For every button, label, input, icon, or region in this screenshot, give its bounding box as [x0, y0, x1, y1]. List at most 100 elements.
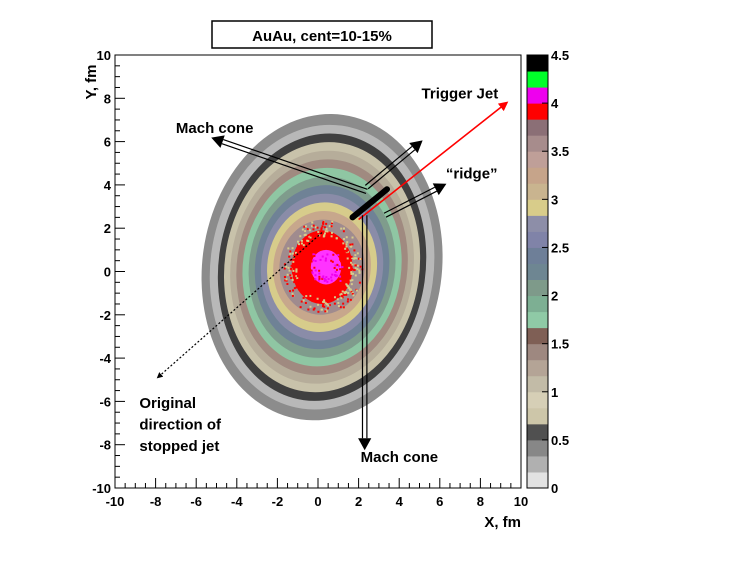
- noise-pixel: [321, 277, 324, 280]
- axes: -10 -8 -6 -4 -2 0 2 4 6 8 10 -10 -8 -6 -4 -2 0 2 4 6 8 10: [92, 48, 528, 509]
- noise-pixel: [325, 310, 328, 313]
- noise-pixel: [342, 302, 345, 305]
- noise-pixel: [322, 300, 325, 303]
- noise-pixel: [321, 225, 324, 228]
- noise-pixel: [317, 279, 320, 282]
- noise-pixel: [312, 308, 315, 311]
- noise-pixel: [322, 235, 325, 238]
- x-tick-label: 0: [314, 494, 321, 509]
- colorbar-segment: [527, 359, 548, 377]
- noise-pixel: [334, 270, 337, 273]
- noise-pixel: [330, 235, 333, 238]
- noise-pixel: [288, 255, 291, 258]
- noise-pixel: [346, 300, 349, 303]
- noise-pixel: [332, 253, 335, 256]
- noise-pixel: [328, 232, 331, 235]
- annotation-label: Original: [139, 395, 196, 412]
- colorbar-segment: [527, 391, 548, 409]
- noise-pixel: [350, 290, 353, 293]
- noise-pixel: [317, 310, 320, 313]
- noise-pixel: [351, 263, 354, 266]
- noise-pixel: [341, 266, 344, 269]
- noise-pixel: [325, 227, 328, 230]
- colorbar-tick-label: 1: [551, 385, 558, 400]
- noise-pixel: [350, 244, 353, 247]
- noise-pixel: [289, 250, 292, 253]
- noise-pixel: [311, 271, 314, 274]
- noise-pixel: [300, 242, 303, 245]
- colorbar-segment: [527, 135, 548, 152]
- colorbar-segment: [527, 87, 548, 104]
- noise-pixel: [330, 276, 333, 279]
- noise-pixel: [352, 272, 355, 275]
- mach-cone-upper-arrow-inner: [221, 143, 367, 195]
- y-tick-label: -4: [99, 351, 111, 366]
- annotation-label: Mach cone: [361, 449, 439, 466]
- noise-pixel: [295, 265, 298, 268]
- noise-pixel: [314, 278, 317, 281]
- noise-pixel: [314, 269, 317, 272]
- noise-pixel: [323, 301, 326, 304]
- noise-pixel: [295, 268, 298, 271]
- noise-pixel: [327, 304, 330, 307]
- noise-pixel: [354, 267, 357, 270]
- noise-pixel: [356, 252, 359, 255]
- noise-pixel: [292, 273, 295, 276]
- x-axis-title: X, fm: [484, 514, 521, 531]
- noise-pixel: [299, 306, 302, 309]
- noise-pixel: [330, 222, 333, 225]
- colorbar-segment: [527, 311, 548, 329]
- noise-pixel: [300, 300, 303, 303]
- noise-pixel: [293, 274, 296, 277]
- noise-pixel: [347, 298, 350, 301]
- colorbar-tick-label: 0.5: [551, 433, 569, 448]
- noise-pixel: [306, 239, 309, 242]
- noise-pixel: [330, 259, 333, 262]
- annotation-label: stopped jet: [139, 438, 219, 455]
- colorbar-segment: [527, 199, 548, 216]
- noise-pixel: [330, 279, 333, 282]
- noise-pixel: [323, 277, 326, 280]
- noise-pixel: [302, 299, 305, 302]
- noise-pixel: [304, 225, 307, 228]
- colorbar-frame: [526, 54, 549, 489]
- noise-pixel: [351, 267, 354, 270]
- noise-pixel: [291, 292, 294, 295]
- x-tick-label: 8: [477, 494, 484, 509]
- noise-pixel: [345, 236, 348, 239]
- noise-pixel: [285, 279, 288, 282]
- colorbar-segment: [527, 183, 548, 200]
- colorbar-segment: [527, 103, 548, 120]
- noise-pixel: [319, 258, 322, 261]
- noise-pixel: [341, 296, 344, 299]
- noise-pixel: [337, 301, 340, 304]
- noise-pixel: [283, 276, 286, 279]
- noise-pixel: [331, 273, 334, 276]
- noise-pixel: [350, 283, 353, 286]
- colorbar-segment: [527, 151, 548, 168]
- noise-pixel: [308, 229, 311, 232]
- noise-pixel: [294, 253, 297, 256]
- noise-pixel: [335, 268, 338, 271]
- noise-pixel: [304, 301, 307, 304]
- noise-pixel: [317, 303, 320, 306]
- x-tick-label: -4: [231, 494, 243, 509]
- noise-pixel: [301, 228, 304, 231]
- noise-pixel: [320, 227, 323, 230]
- colorbar-segment: [527, 279, 548, 297]
- noise-pixel: [346, 253, 349, 256]
- noise-pixel: [350, 272, 353, 275]
- noise-pixel: [337, 278, 340, 281]
- colorbar-segment: [527, 343, 548, 361]
- colorbar-segment: [527, 167, 548, 184]
- noise-pixel: [335, 274, 338, 277]
- noise-pixel: [284, 279, 287, 282]
- noise-pixel: [285, 265, 288, 268]
- noise-pixel: [318, 272, 321, 275]
- noise-pixel: [339, 293, 342, 296]
- noise-pixel: [356, 268, 359, 271]
- noise-pixel: [324, 259, 327, 262]
- noise-pixel: [341, 290, 344, 293]
- colorbar-tick-label: 3: [551, 192, 558, 207]
- noise-pixel: [311, 300, 314, 303]
